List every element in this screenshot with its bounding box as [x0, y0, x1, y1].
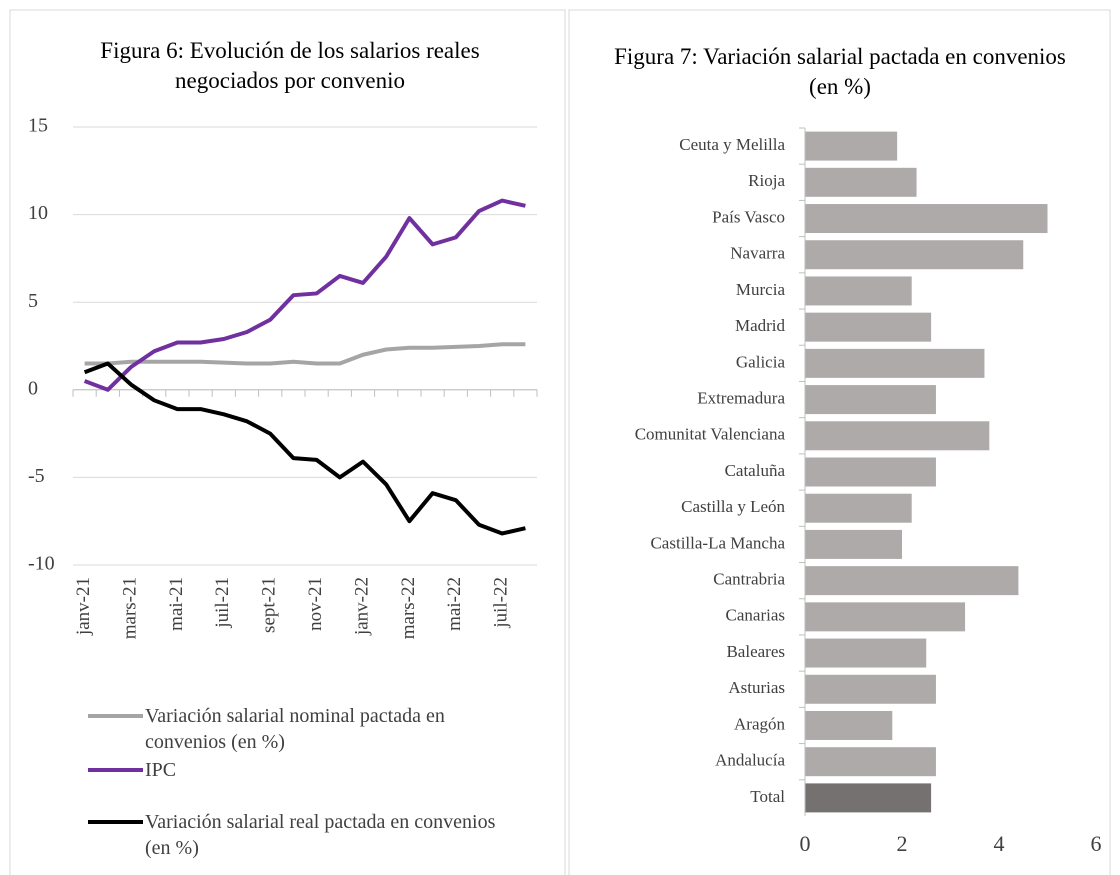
x-tick-label: mai-21	[166, 577, 187, 631]
x-tick-label: mars-21	[119, 577, 140, 639]
bar	[805, 566, 1019, 596]
bar	[805, 602, 966, 632]
x-tick-label: juil-21	[212, 577, 233, 629]
chart-title: Figura 7: Variación salarial pactada en …	[614, 44, 1066, 99]
y-tick-label: 0	[28, 377, 38, 399]
x-tick-label: 6	[1091, 831, 1102, 856]
y-tick-label: Aragón	[734, 714, 785, 733]
x-tick-label: 0	[800, 831, 811, 856]
y-tick-label: Asturias	[728, 678, 785, 697]
x-tick-label: mars-22	[398, 577, 419, 639]
x-tick-label: 4	[994, 831, 1005, 856]
y-tick-label: 5	[28, 290, 38, 312]
x-tick-label: janv-22	[351, 577, 372, 636]
panel-left	[9, 9, 566, 875]
y-tick-label: Madrid	[735, 316, 786, 335]
y-tick-label: Andalucía	[715, 751, 785, 770]
y-tick-label: Comunitat Valenciana	[635, 425, 786, 444]
bar	[805, 312, 932, 342]
y-tick-label: Murcia	[736, 280, 786, 299]
x-tick-label: sept-21	[259, 577, 280, 633]
bar	[805, 747, 936, 777]
y-tick-label: Navarra	[730, 244, 785, 263]
chart-title: Figura 6: Evolución de los salarios real…	[100, 38, 480, 93]
bar	[805, 131, 898, 161]
y-tick-label: Extremadura	[697, 388, 785, 407]
bar	[805, 457, 936, 487]
x-tick-label: mai-22	[444, 577, 465, 631]
bar	[805, 783, 932, 813]
bar	[805, 710, 893, 740]
legend-label: Variación salarial real pactada en conve…	[145, 811, 496, 859]
y-tick-label: Galicia	[736, 352, 786, 371]
y-tick-label: Castilla y León	[681, 497, 785, 516]
y-tick-label: Cantrabria	[713, 570, 785, 589]
bar	[805, 421, 990, 451]
y-tick-label: Baleares	[726, 642, 785, 661]
y-tick-label: Rioja	[748, 171, 785, 190]
panel-right	[568, 9, 1111, 875]
x-tick-label: juil-22	[491, 577, 512, 629]
y-tick-label: País Vasco	[712, 207, 785, 226]
y-tick-label: -5	[28, 465, 45, 487]
x-tick-label: nov-21	[305, 577, 326, 631]
bar	[805, 385, 936, 415]
x-tick-label: janv-21	[73, 577, 94, 636]
bar	[805, 529, 902, 559]
y-tick-label: Total	[750, 787, 785, 806]
y-tick-label: Cataluña	[725, 461, 786, 480]
y-tick-label: Ceuta y Melilla	[679, 135, 785, 154]
bar	[805, 493, 912, 523]
y-tick-label: Canarias	[726, 606, 785, 625]
y-tick-label: 15	[28, 115, 48, 137]
bar	[805, 167, 917, 197]
y-tick-label: 10	[28, 202, 48, 224]
bar	[805, 674, 936, 704]
line-series	[83, 361, 526, 536]
legend-label: Variación salarial nominal pactada en co…	[145, 705, 445, 753]
bar	[805, 638, 927, 668]
bar	[805, 348, 985, 378]
y-tick-label: Castilla-La Mancha	[650, 533, 785, 552]
x-tick-label: 2	[897, 831, 908, 856]
bar	[805, 240, 1024, 270]
bar	[805, 276, 912, 306]
line-series	[83, 198, 526, 392]
y-tick-label: -10	[28, 553, 55, 575]
line-series	[84, 342, 526, 366]
legend-label: IPC	[145, 759, 177, 781]
bar	[805, 204, 1048, 234]
